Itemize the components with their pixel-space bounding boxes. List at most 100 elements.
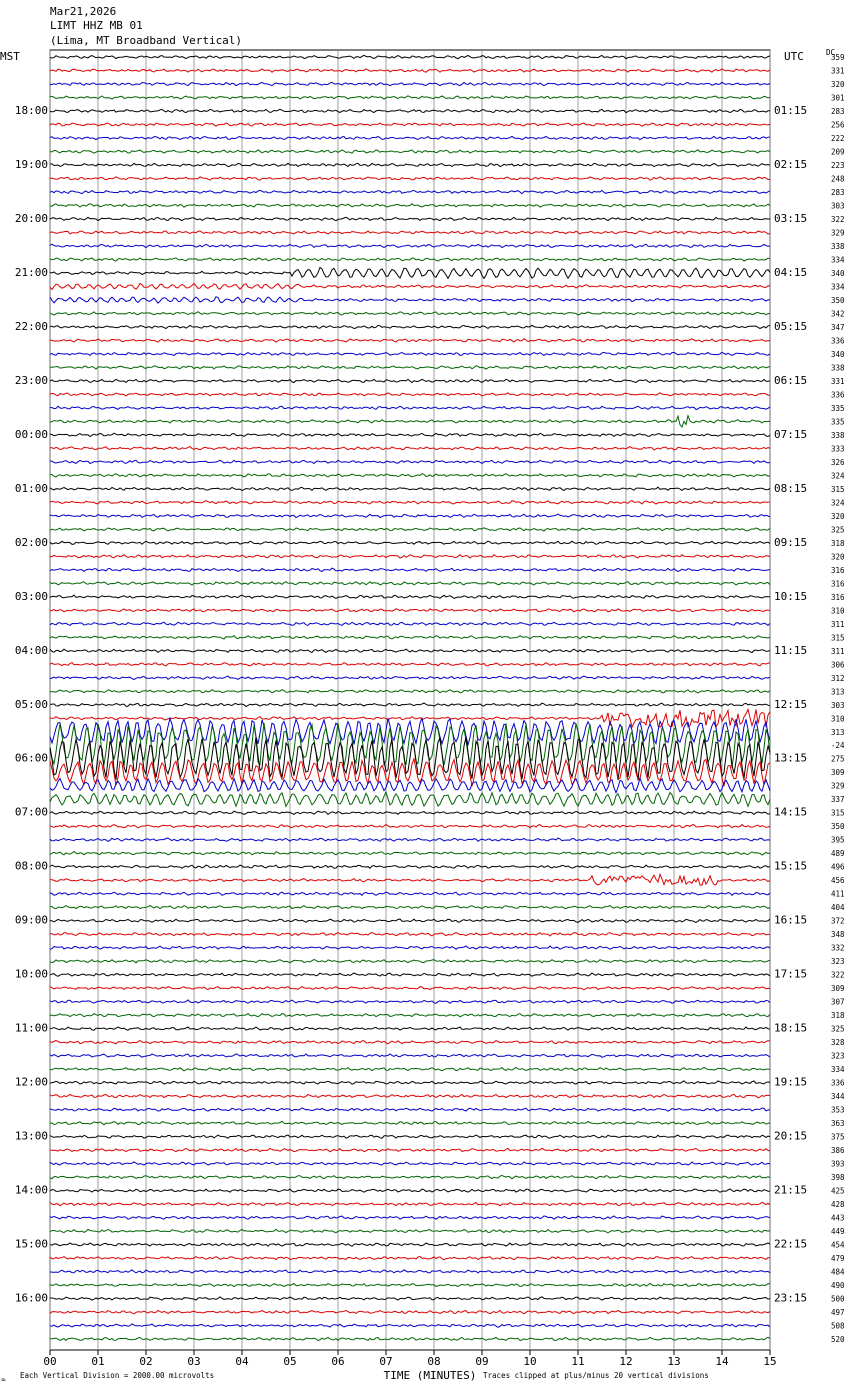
dc-value: 301 — [831, 93, 845, 102]
utc-label: 13:15 — [774, 752, 807, 765]
utc-label: 19:15 — [774, 1076, 807, 1089]
dc-value: 309 — [831, 768, 845, 777]
mst-label: 19:00 — [15, 158, 48, 171]
trace — [49, 365, 771, 370]
trace — [49, 266, 771, 280]
dc-value: 363 — [831, 1119, 845, 1128]
dc-value: 386 — [831, 1146, 845, 1155]
x-tick-label: 15 — [763, 1355, 776, 1368]
dc-value: 500 — [831, 1295, 845, 1304]
trace — [49, 661, 771, 667]
trace — [49, 790, 771, 808]
x-tick-label: 09 — [475, 1355, 488, 1368]
trace — [49, 1080, 771, 1085]
grid — [49, 49, 771, 1355]
footer-right: Traces clipped at plus/minus 20 vertical… — [483, 1371, 709, 1380]
dc-value: 353 — [831, 1106, 845, 1115]
trace — [49, 1120, 771, 1126]
x-tick-label: 02 — [139, 1355, 152, 1368]
trace — [49, 95, 771, 100]
trace — [49, 1269, 771, 1274]
dc-value: 326 — [831, 458, 845, 467]
utc-label: 16:15 — [774, 914, 807, 927]
dc-value: 309 — [831, 984, 845, 993]
trace — [49, 675, 771, 681]
dc-value: 350 — [831, 822, 845, 831]
dc-value: 307 — [831, 998, 845, 1007]
dc-value: 320 — [831, 80, 845, 89]
dc-value: 303 — [831, 701, 845, 710]
labels: 00 01 02 03 04 05 06 07 08 09 10 11 12 13 14 15 359 331 32… — [15, 53, 845, 1368]
dc-value: 393 — [831, 1160, 845, 1169]
utc-label: 09:15 — [774, 536, 807, 549]
trace — [49, 378, 771, 384]
dc-value: 310 — [831, 606, 845, 615]
trace — [49, 1161, 771, 1166]
trace — [49, 1026, 771, 1031]
trace — [49, 135, 771, 141]
dc-value: 329 — [831, 782, 845, 791]
dc-value: 443 — [831, 1214, 845, 1223]
dc-value: 456 — [831, 876, 845, 885]
trace — [49, 500, 771, 505]
dc-value: 479 — [831, 1254, 845, 1263]
trace — [49, 1066, 771, 1072]
footer-left: Each Vertical Division = 2000.00 microvo… — [20, 1371, 214, 1380]
dc-value: 347 — [831, 323, 845, 332]
trace — [49, 688, 771, 694]
mst-label: 03:00 — [15, 590, 48, 603]
dc-value: 340 — [831, 350, 845, 359]
dc-value: 331 — [831, 377, 845, 386]
trace — [49, 413, 771, 428]
dc-value: 497 — [831, 1308, 845, 1317]
dc-value: 334 — [831, 282, 845, 291]
trace — [49, 122, 771, 127]
utc-label: 07:15 — [774, 428, 807, 441]
dc-value: 508 — [831, 1322, 845, 1331]
mst-label: 16:00 — [15, 1292, 48, 1305]
trace — [49, 446, 771, 451]
dc-value: 336 — [831, 336, 845, 345]
utc-label: 18:15 — [774, 1022, 807, 1035]
dc-value: 329 — [831, 228, 845, 237]
mst-label: 06:00 — [15, 752, 48, 765]
dc-value: 312 — [831, 674, 845, 683]
trace — [49, 823, 771, 829]
trace — [49, 527, 771, 532]
dc-value: -24 — [831, 741, 845, 750]
mst-label: 09:00 — [15, 914, 48, 927]
utc-label: 20:15 — [774, 1130, 807, 1143]
dc-value: 328 — [831, 1038, 845, 1047]
dc-value: 318 — [831, 539, 845, 548]
title-line: Mar21,2026 — [50, 5, 116, 18]
mst-label: 10:00 — [15, 968, 48, 981]
utc-label: 06:15 — [774, 374, 807, 387]
trace — [49, 486, 771, 492]
dc-value: 484 — [831, 1268, 845, 1277]
x-tick-label: 00 — [43, 1355, 56, 1368]
trace — [49, 540, 771, 545]
utc-label: 11:15 — [774, 644, 807, 657]
trace — [49, 1107, 771, 1112]
dc-value: 337 — [831, 795, 845, 804]
left-axis-label: MST — [0, 50, 20, 63]
trace — [49, 608, 771, 613]
dc-value: 316 — [831, 579, 845, 588]
trace — [50, 702, 771, 708]
trace — [49, 931, 771, 937]
dc-value: 520 — [831, 1335, 845, 1344]
trace — [50, 904, 771, 910]
dc-value: 490 — [831, 1281, 845, 1290]
dc-value: 425 — [831, 1187, 845, 1196]
trace — [49, 918, 771, 923]
dc-value: 428 — [831, 1200, 845, 1209]
dc-value: 324 — [831, 471, 845, 480]
mst-label: 02:00 — [15, 536, 48, 549]
utc-label: 15:15 — [774, 860, 807, 873]
trace — [49, 1174, 771, 1180]
x-tick-label: 10 — [523, 1355, 536, 1368]
trace — [49, 1188, 771, 1193]
dc-value: 311 — [831, 620, 845, 629]
logo: ≈ — [1, 1375, 6, 1384]
